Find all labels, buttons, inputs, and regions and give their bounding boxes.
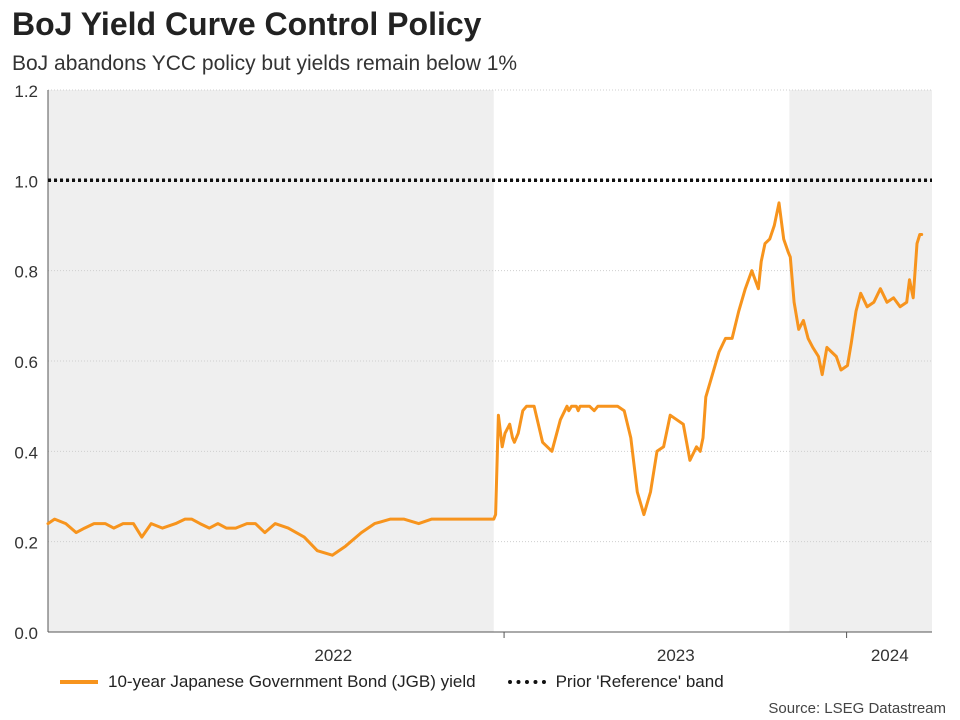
y-tick-label-1: 0.2 [14, 534, 38, 553]
x-tick-label-0: 2022 [314, 646, 352, 665]
chart-legend: 10-year Japanese Government Bond (JGB) y… [60, 672, 756, 692]
source-note: Source: LSEG Datastream [768, 700, 946, 717]
y-tick-label-4: 0.8 [14, 263, 38, 282]
legend-swatch-jgb [60, 680, 98, 684]
y-tick-label-0: 0.0 [14, 624, 38, 643]
x-tick-label-2: 2024 [871, 646, 909, 665]
y-tick-label-3: 0.6 [14, 353, 38, 372]
series-line-0 [46, 201, 924, 557]
legend-item-reference: Prior 'Reference' band [507, 672, 724, 692]
y-tick-label-5: 1.0 [14, 172, 38, 191]
legend-item-jgb: 10-year Japanese Government Bond (JGB) y… [60, 672, 476, 692]
y-tick-label-2: 0.4 [14, 443, 38, 462]
chart-subtitle: BoJ abandons YCC policy but yields remai… [12, 52, 518, 75]
legend-label-jgb: 10-year Japanese Government Bond (JGB) y… [108, 672, 476, 691]
y-tick-label-6: 1.2 [14, 82, 38, 101]
x-tick-label-1: 2023 [657, 646, 695, 665]
legend-swatch-reference [507, 680, 546, 684]
legend-label-reference: Prior 'Reference' band [555, 672, 724, 691]
chart-title: BoJ Yield Curve Control Policy [12, 6, 482, 42]
